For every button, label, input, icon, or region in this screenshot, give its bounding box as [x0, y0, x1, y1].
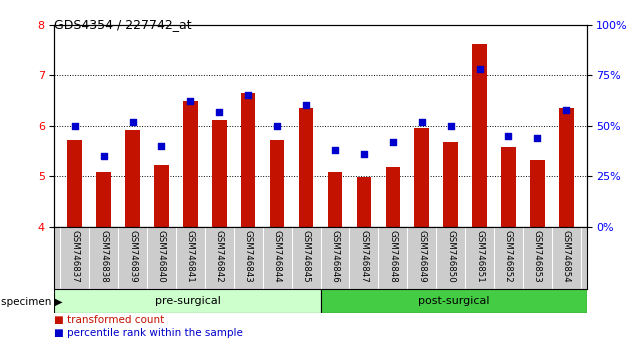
Point — [185, 99, 196, 104]
Bar — [241, 93, 256, 227]
Text: GSM746842: GSM746842 — [215, 230, 224, 282]
Bar — [415, 128, 429, 227]
Text: specimen ▶: specimen ▶ — [1, 297, 63, 307]
Text: GSM746837: GSM746837 — [71, 230, 79, 282]
Bar — [444, 142, 458, 227]
Text: post-surgical: post-surgical — [418, 296, 489, 306]
Text: ■ transformed count: ■ transformed count — [54, 315, 165, 325]
Point — [561, 107, 571, 112]
Text: pre-surgical: pre-surgical — [154, 296, 221, 306]
Text: GSM746852: GSM746852 — [504, 230, 513, 282]
Bar — [154, 165, 169, 227]
Text: GSM746843: GSM746843 — [244, 230, 253, 282]
Text: GSM746845: GSM746845 — [301, 230, 310, 282]
Bar — [356, 177, 371, 227]
Text: GSM746850: GSM746850 — [446, 230, 455, 282]
Point — [417, 119, 427, 125]
Point — [128, 119, 138, 125]
Text: GSM746840: GSM746840 — [157, 230, 166, 282]
Text: GSM746844: GSM746844 — [272, 230, 281, 282]
Text: GSM746853: GSM746853 — [533, 230, 542, 282]
Bar — [320, 289, 587, 313]
Bar — [472, 44, 487, 227]
Bar — [385, 167, 400, 227]
Point — [503, 133, 513, 139]
Text: GSM746841: GSM746841 — [186, 230, 195, 282]
Point — [156, 143, 167, 149]
Text: GSM746848: GSM746848 — [388, 230, 397, 282]
Bar — [530, 160, 545, 227]
Text: GDS4354 / 227742_at: GDS4354 / 227742_at — [54, 18, 192, 31]
Point — [243, 93, 253, 98]
Bar — [299, 108, 313, 227]
Point — [301, 103, 311, 108]
Point — [359, 151, 369, 157]
Text: GSM746854: GSM746854 — [562, 230, 570, 282]
Point — [214, 109, 224, 114]
Bar — [559, 108, 574, 227]
Point — [272, 123, 282, 129]
Point — [330, 147, 340, 153]
Bar — [270, 140, 285, 227]
Point — [99, 153, 109, 159]
Point — [70, 123, 80, 129]
Text: GSM746846: GSM746846 — [331, 230, 340, 282]
Bar — [212, 120, 226, 227]
Point — [532, 135, 542, 141]
Bar — [126, 130, 140, 227]
Point — [388, 139, 398, 145]
Bar — [183, 102, 197, 227]
Text: GSM746847: GSM746847 — [360, 230, 369, 282]
Text: ■ percentile rank within the sample: ■ percentile rank within the sample — [54, 328, 244, 338]
Bar — [501, 147, 515, 227]
Bar — [96, 172, 111, 227]
Bar — [328, 172, 342, 227]
Text: GSM746849: GSM746849 — [417, 230, 426, 282]
Point — [474, 66, 485, 72]
Text: GSM746839: GSM746839 — [128, 230, 137, 282]
Bar — [54, 289, 320, 313]
Bar — [67, 140, 82, 227]
Text: GSM746851: GSM746851 — [475, 230, 484, 282]
Point — [445, 123, 456, 129]
Text: GSM746838: GSM746838 — [99, 230, 108, 282]
